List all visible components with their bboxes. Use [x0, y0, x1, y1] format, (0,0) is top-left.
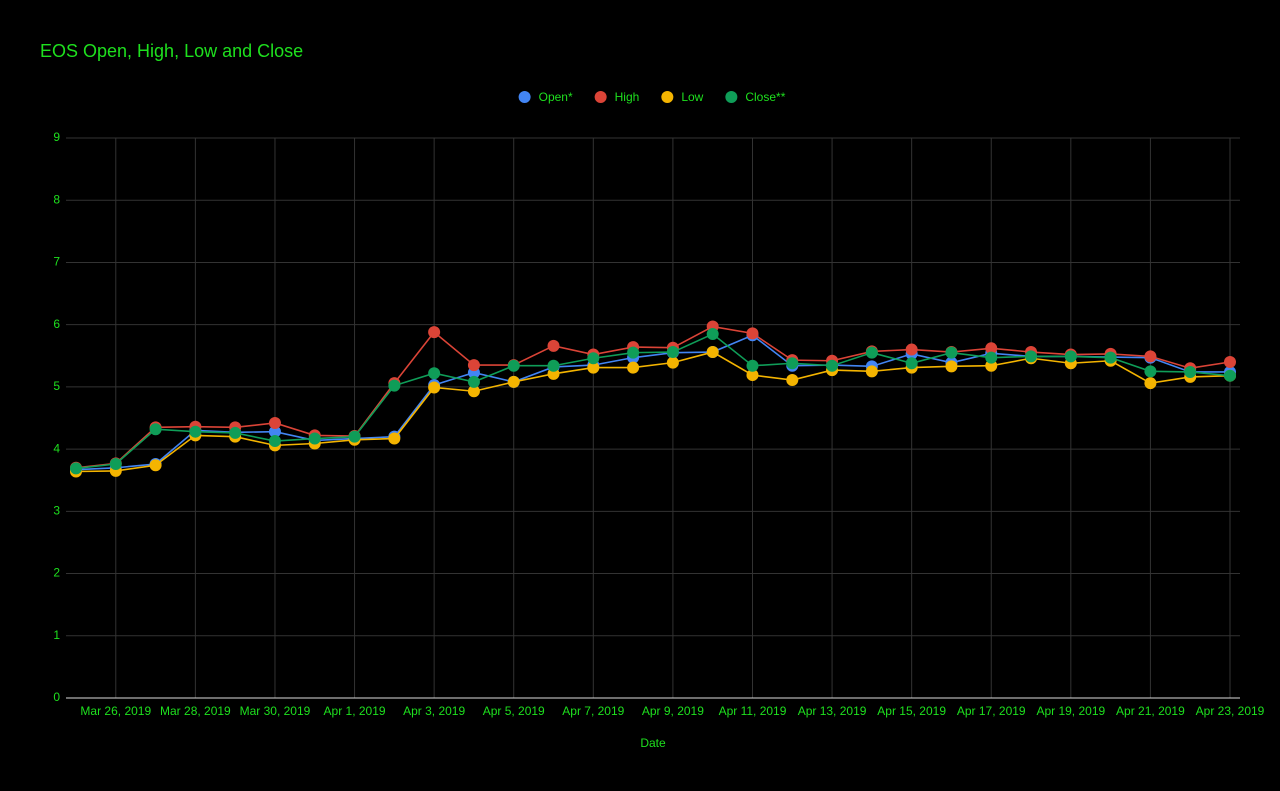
- data-point: [1144, 350, 1157, 363]
- x-tick-label: Apr 19, 2019: [1036, 704, 1105, 718]
- x-tick-label: Apr 11, 2019: [719, 704, 787, 718]
- data-point: [945, 346, 958, 359]
- data-point: [268, 416, 281, 429]
- data-point: [308, 432, 321, 445]
- x-tick-label: Apr 5, 2019: [483, 704, 545, 718]
- data-point: [905, 343, 918, 356]
- x-tick-label: Apr 23, 2019: [1196, 704, 1265, 718]
- data-point: [1224, 369, 1236, 382]
- series-line: [75, 351, 1231, 473]
- x-tick-label: Apr 7, 2019: [562, 704, 624, 718]
- data-point: [268, 425, 281, 438]
- data-point: [1184, 365, 1197, 378]
- data-point: [945, 360, 958, 373]
- legend-label: Low: [681, 90, 703, 104]
- data-point: [706, 346, 719, 359]
- data-point: [467, 375, 480, 388]
- data-point: [547, 359, 560, 372]
- data-point: [826, 359, 839, 372]
- data-point: [348, 430, 361, 443]
- data-point: [1144, 365, 1157, 378]
- x-tick-label: Apr 9, 2019: [642, 704, 704, 718]
- data-point: [706, 328, 719, 340]
- data-point: [428, 326, 441, 339]
- data-point: [865, 365, 878, 378]
- legend-marker: [725, 91, 738, 103]
- data-point: [666, 346, 679, 359]
- data-point: [467, 385, 480, 398]
- data-point: [587, 352, 600, 365]
- data-point: [746, 369, 759, 382]
- data-point: [109, 458, 122, 471]
- x-tick-label: Mar 28, 2019: [160, 704, 231, 718]
- data-point: [746, 359, 759, 372]
- data-point: [467, 359, 480, 372]
- y-tick-label: 0: [53, 690, 60, 704]
- y-tick-label: 1: [53, 628, 60, 642]
- data-point: [786, 357, 799, 370]
- y-tick-label: 7: [53, 255, 60, 269]
- data-point: [388, 432, 401, 445]
- legend-marker: [594, 91, 607, 103]
- data-point: [627, 346, 640, 359]
- data-point: [189, 425, 202, 438]
- legend-label: Close**: [745, 90, 785, 104]
- x-tick-label: Apr 21, 2019: [1116, 704, 1185, 718]
- data-point: [746, 327, 759, 340]
- data-point: [985, 342, 998, 355]
- legend-marker: [518, 91, 531, 103]
- data-point: [1064, 350, 1077, 363]
- y-tick-label: 4: [53, 441, 60, 455]
- y-tick-label: 9: [53, 130, 60, 144]
- data-point: [905, 357, 918, 370]
- x-tick-label: Mar 26, 2019: [80, 704, 151, 718]
- data-point: [1144, 377, 1157, 390]
- series-line: [75, 325, 1231, 469]
- data-point: [1025, 350, 1038, 363]
- data-point: [388, 379, 401, 392]
- x-tick-label: Apr 15, 2019: [877, 704, 946, 718]
- data-point: [627, 361, 640, 374]
- data-point: [428, 367, 441, 380]
- x-tick-label: Apr 13, 2019: [798, 704, 867, 718]
- series-line: [75, 333, 1231, 470]
- data-point: [507, 375, 520, 388]
- x-tick-label: Apr 3, 2019: [403, 704, 465, 718]
- chart-title: EOS Open, High, Low and Close: [40, 41, 303, 61]
- data-point: [70, 462, 82, 475]
- x-tick-label: Apr 17, 2019: [957, 704, 1026, 718]
- data-point: [786, 374, 799, 387]
- x-axis-label: Date: [640, 736, 666, 750]
- data-point: [428, 381, 441, 394]
- legend-label: High: [615, 90, 640, 104]
- x-tick-label: Mar 30, 2019: [240, 704, 311, 718]
- y-tick-label: 2: [53, 566, 60, 580]
- data-point: [149, 423, 162, 436]
- data-point: [865, 346, 878, 359]
- legend-label: Open*: [539, 90, 573, 104]
- data-point: [547, 339, 560, 352]
- legend-marker: [661, 91, 674, 103]
- data-point: [268, 435, 281, 448]
- y-tick-label: 6: [53, 317, 60, 331]
- y-tick-label: 3: [53, 504, 60, 518]
- data-point: [507, 359, 520, 372]
- data-point: [149, 459, 162, 472]
- y-tick-label: 5: [53, 379, 60, 393]
- data-point: [1104, 351, 1117, 364]
- data-point: [666, 356, 679, 369]
- data-point: [985, 351, 998, 364]
- data-point: [229, 426, 242, 439]
- data-point: [1224, 356, 1236, 368]
- x-tick-label: Apr 1, 2019: [324, 704, 386, 718]
- y-tick-label: 8: [53, 192, 60, 206]
- data-point: [587, 361, 600, 374]
